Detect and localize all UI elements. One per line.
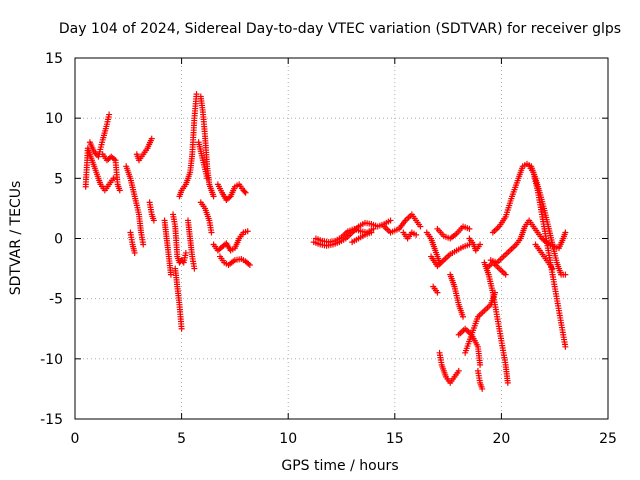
data-point — [131, 249, 138, 256]
data-point — [477, 361, 484, 368]
data-point — [242, 189, 249, 196]
data-point — [549, 265, 556, 272]
y-tick-label: 0 — [54, 232, 63, 248]
y-tick-label: -15 — [40, 412, 63, 428]
data-point — [455, 367, 462, 374]
y-axis-label: SDTVAR / TECUs — [8, 181, 24, 296]
data-point — [246, 261, 253, 268]
data-point — [150, 217, 157, 224]
data-point — [477, 241, 484, 248]
data-point — [204, 175, 211, 182]
x-tick-label: 10 — [279, 431, 297, 447]
data-point — [244, 228, 251, 235]
data-point — [241, 188, 248, 195]
data-point — [210, 193, 217, 200]
data-point — [193, 91, 200, 98]
data-point — [110, 175, 117, 182]
data-point — [167, 271, 174, 278]
y-tick-label: 10 — [45, 111, 63, 127]
data-point — [178, 325, 185, 332]
data-points — [82, 91, 569, 392]
x-tick-label: 0 — [71, 431, 80, 447]
data-point — [191, 265, 198, 272]
x-axis-label: GPS time / hours — [281, 458, 398, 474]
data-point — [562, 271, 569, 278]
data-point — [413, 231, 420, 238]
y-tick-label: -5 — [49, 292, 63, 308]
x-tick-label: 20 — [492, 431, 510, 447]
data-point — [116, 187, 123, 194]
data-point — [208, 229, 215, 236]
data-point — [148, 135, 155, 142]
data-point — [434, 289, 441, 296]
data-point — [106, 111, 113, 118]
x-tick-label: 25 — [599, 431, 617, 447]
data-point — [562, 343, 569, 350]
data-point — [417, 223, 424, 230]
data-point — [504, 379, 511, 386]
chart-title: Day 104 of 2024, Sidereal Day-to-day VTE… — [59, 21, 621, 37]
y-tick-label: 5 — [54, 171, 63, 187]
data-point — [368, 229, 375, 236]
x-tick-label: 5 — [177, 431, 186, 447]
data-point — [562, 229, 569, 236]
y-tick-label: 15 — [45, 51, 63, 67]
data-point — [460, 313, 467, 320]
data-point — [140, 241, 147, 248]
data-point — [466, 225, 473, 232]
data-point — [387, 217, 394, 224]
data-point — [502, 271, 509, 278]
axis-ticks: 0 5 10 15 20 25 -15 -10 -5 0 5 10 15 — [40, 51, 617, 447]
data-point — [370, 225, 377, 232]
x-tick-label: 15 — [386, 431, 404, 447]
y-tick-label: -10 — [40, 352, 63, 368]
data-point — [182, 249, 189, 256]
data-point — [479, 385, 486, 392]
